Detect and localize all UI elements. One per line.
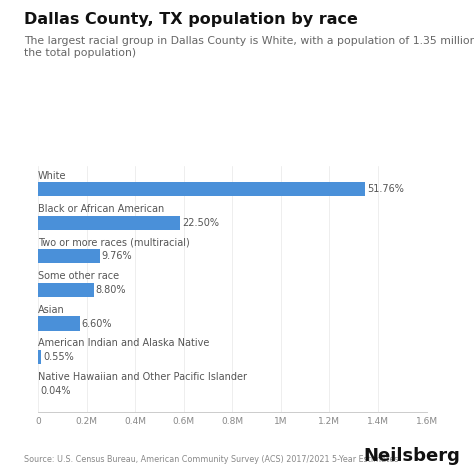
Bar — [38, 216, 180, 230]
Text: Black or African American: Black or African American — [38, 204, 164, 214]
Bar — [38, 317, 80, 330]
Text: 51.76%: 51.76% — [367, 184, 404, 194]
Bar — [38, 350, 41, 364]
Text: Some other race: Some other race — [38, 271, 119, 281]
Text: Native Hawaiian and Other Pacific Islander: Native Hawaiian and Other Pacific Island… — [38, 372, 247, 382]
Text: 0.04%: 0.04% — [40, 385, 71, 396]
Text: 0.55%: 0.55% — [43, 352, 74, 362]
Text: 9.76%: 9.76% — [101, 251, 132, 262]
Text: 6.60%: 6.60% — [82, 319, 112, 328]
Bar — [38, 249, 100, 264]
Text: the total population): the total population) — [24, 48, 136, 58]
Text: The largest racial group in Dallas County is White, with a population of 1.35 mi: The largest racial group in Dallas Count… — [24, 36, 474, 46]
Bar — [38, 283, 93, 297]
Text: Asian: Asian — [38, 305, 64, 315]
Text: Two or more races (multiracial): Two or more races (multiracial) — [38, 238, 190, 248]
Text: American Indian and Alaska Native: American Indian and Alaska Native — [38, 338, 210, 348]
Text: White: White — [38, 171, 66, 181]
Text: 22.50%: 22.50% — [182, 218, 219, 228]
Text: Dallas County, TX population by race: Dallas County, TX population by race — [24, 12, 357, 27]
Text: Source: U.S. Census Bureau, American Community Survey (ACS) 2017/2021 5-Year Est: Source: U.S. Census Bureau, American Com… — [24, 455, 398, 464]
Text: Neilsberg: Neilsberg — [363, 447, 460, 465]
Text: 8.80%: 8.80% — [95, 285, 126, 295]
Bar — [38, 182, 365, 196]
